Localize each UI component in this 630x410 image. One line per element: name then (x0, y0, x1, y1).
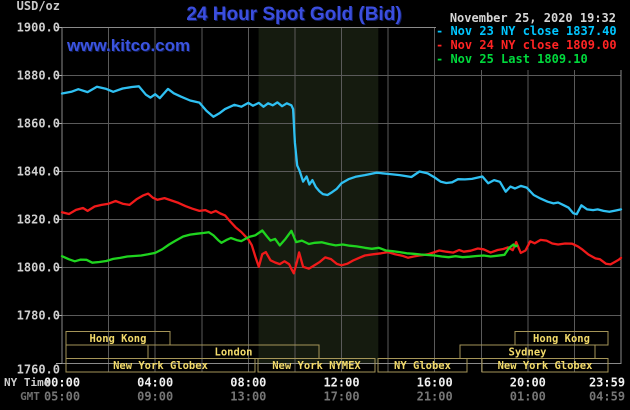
y-axis-tick-label: 1860.0 (17, 117, 60, 131)
session-box (257, 358, 376, 373)
x-axis-gmt-label: GMT (20, 390, 40, 403)
legend-item-text: Nov 25 Last 1809.10 (450, 52, 588, 66)
legend-dash-icon: - (436, 52, 451, 66)
session-label: Sydney (509, 347, 548, 359)
x-axis-tick-label-gmt: 21:00 (417, 390, 453, 404)
x-axis-tick-label-gmt: 01:00 (510, 390, 546, 404)
x-axis-tick-label-ny: 12:00 (323, 376, 359, 390)
chart-title: 24 Hour Spot Gold (Bid) (186, 4, 402, 25)
session-box (65, 358, 256, 373)
x-axis-tick-label-ny: 00:00 (44, 376, 80, 390)
y-axis-tick-label: 1800.0 (17, 261, 60, 275)
price-line-nov25 (60, 229, 519, 264)
session-box (65, 344, 149, 359)
x-axis-tick-label-gmt: 04:59 (589, 390, 625, 404)
session-label: NY Globex (394, 360, 452, 372)
x-axis-tick-label-gmt: 13:00 (230, 390, 266, 404)
session-label: Hong Kong (533, 333, 590, 345)
y-axis-tick-label: 1840.0 (17, 165, 60, 179)
y-axis-tick-label: 1880.0 (17, 69, 60, 83)
legend-item-text: Nov 23 NY close 1837.40 (450, 24, 617, 38)
x-axis-tick-label-ny: 16:00 (417, 376, 453, 390)
session-label: New York Globex (113, 360, 209, 372)
chart-datetime: November 25, 2020 19:32 (449, 11, 616, 25)
y-axis-tick-label: 1900.0 (17, 21, 60, 35)
legend-item: - Nov 23 NY close 1837.40 (436, 24, 624, 38)
y-axis-tick-label: 1780.0 (17, 309, 60, 323)
price-line-nov24 (60, 192, 623, 275)
session-label: New York NYMEX (272, 360, 361, 372)
legend-item: - Nov 24 NY close 1809.00 (436, 38, 624, 52)
x-axis-tick-label-ny: 20:00 (510, 376, 546, 390)
session-label: Hong Kong (90, 333, 147, 345)
kitco-watermark-link[interactable]: www.kitco.com (67, 36, 191, 55)
nymex-session-band (258, 27, 379, 364)
x-axis-tick-label-gmt: 09:00 (137, 390, 173, 404)
session-label: London (215, 347, 253, 359)
x-axis-tick-label-gmt: 17:00 (323, 390, 359, 404)
legend-item-text: Nov 24 NY close 1809.00 (450, 38, 617, 52)
plot-border (61, 27, 622, 364)
session-box (377, 358, 468, 373)
session-box (481, 358, 609, 373)
x-axis-tick-label-ny: 08:00 (230, 376, 266, 390)
x-axis-tick-label-gmt: 05:00 (44, 390, 80, 404)
y-axis-tick-label: 1820.0 (17, 213, 60, 227)
x-axis-ny-label: NY Time (4, 376, 51, 389)
x-axis-tick-label-ny: 04:00 (137, 376, 173, 390)
y-axis-units-label: USD/oz (16, 0, 60, 13)
x-axis-tick-label-ny: 23:59 (589, 376, 625, 390)
legend-dash-icon: - (436, 24, 451, 38)
legend-item: - Nov 25 Last 1809.10 (436, 52, 624, 66)
price-line-nov23 (60, 85, 623, 216)
session-label: New York Globex (498, 360, 594, 372)
chart-legend: - Nov 23 NY close 1837.40- Nov 24 NY clo… (436, 24, 624, 70)
legend-dash-icon: - (436, 38, 451, 52)
y-axis-tick-label: 1760.0 (17, 363, 60, 377)
